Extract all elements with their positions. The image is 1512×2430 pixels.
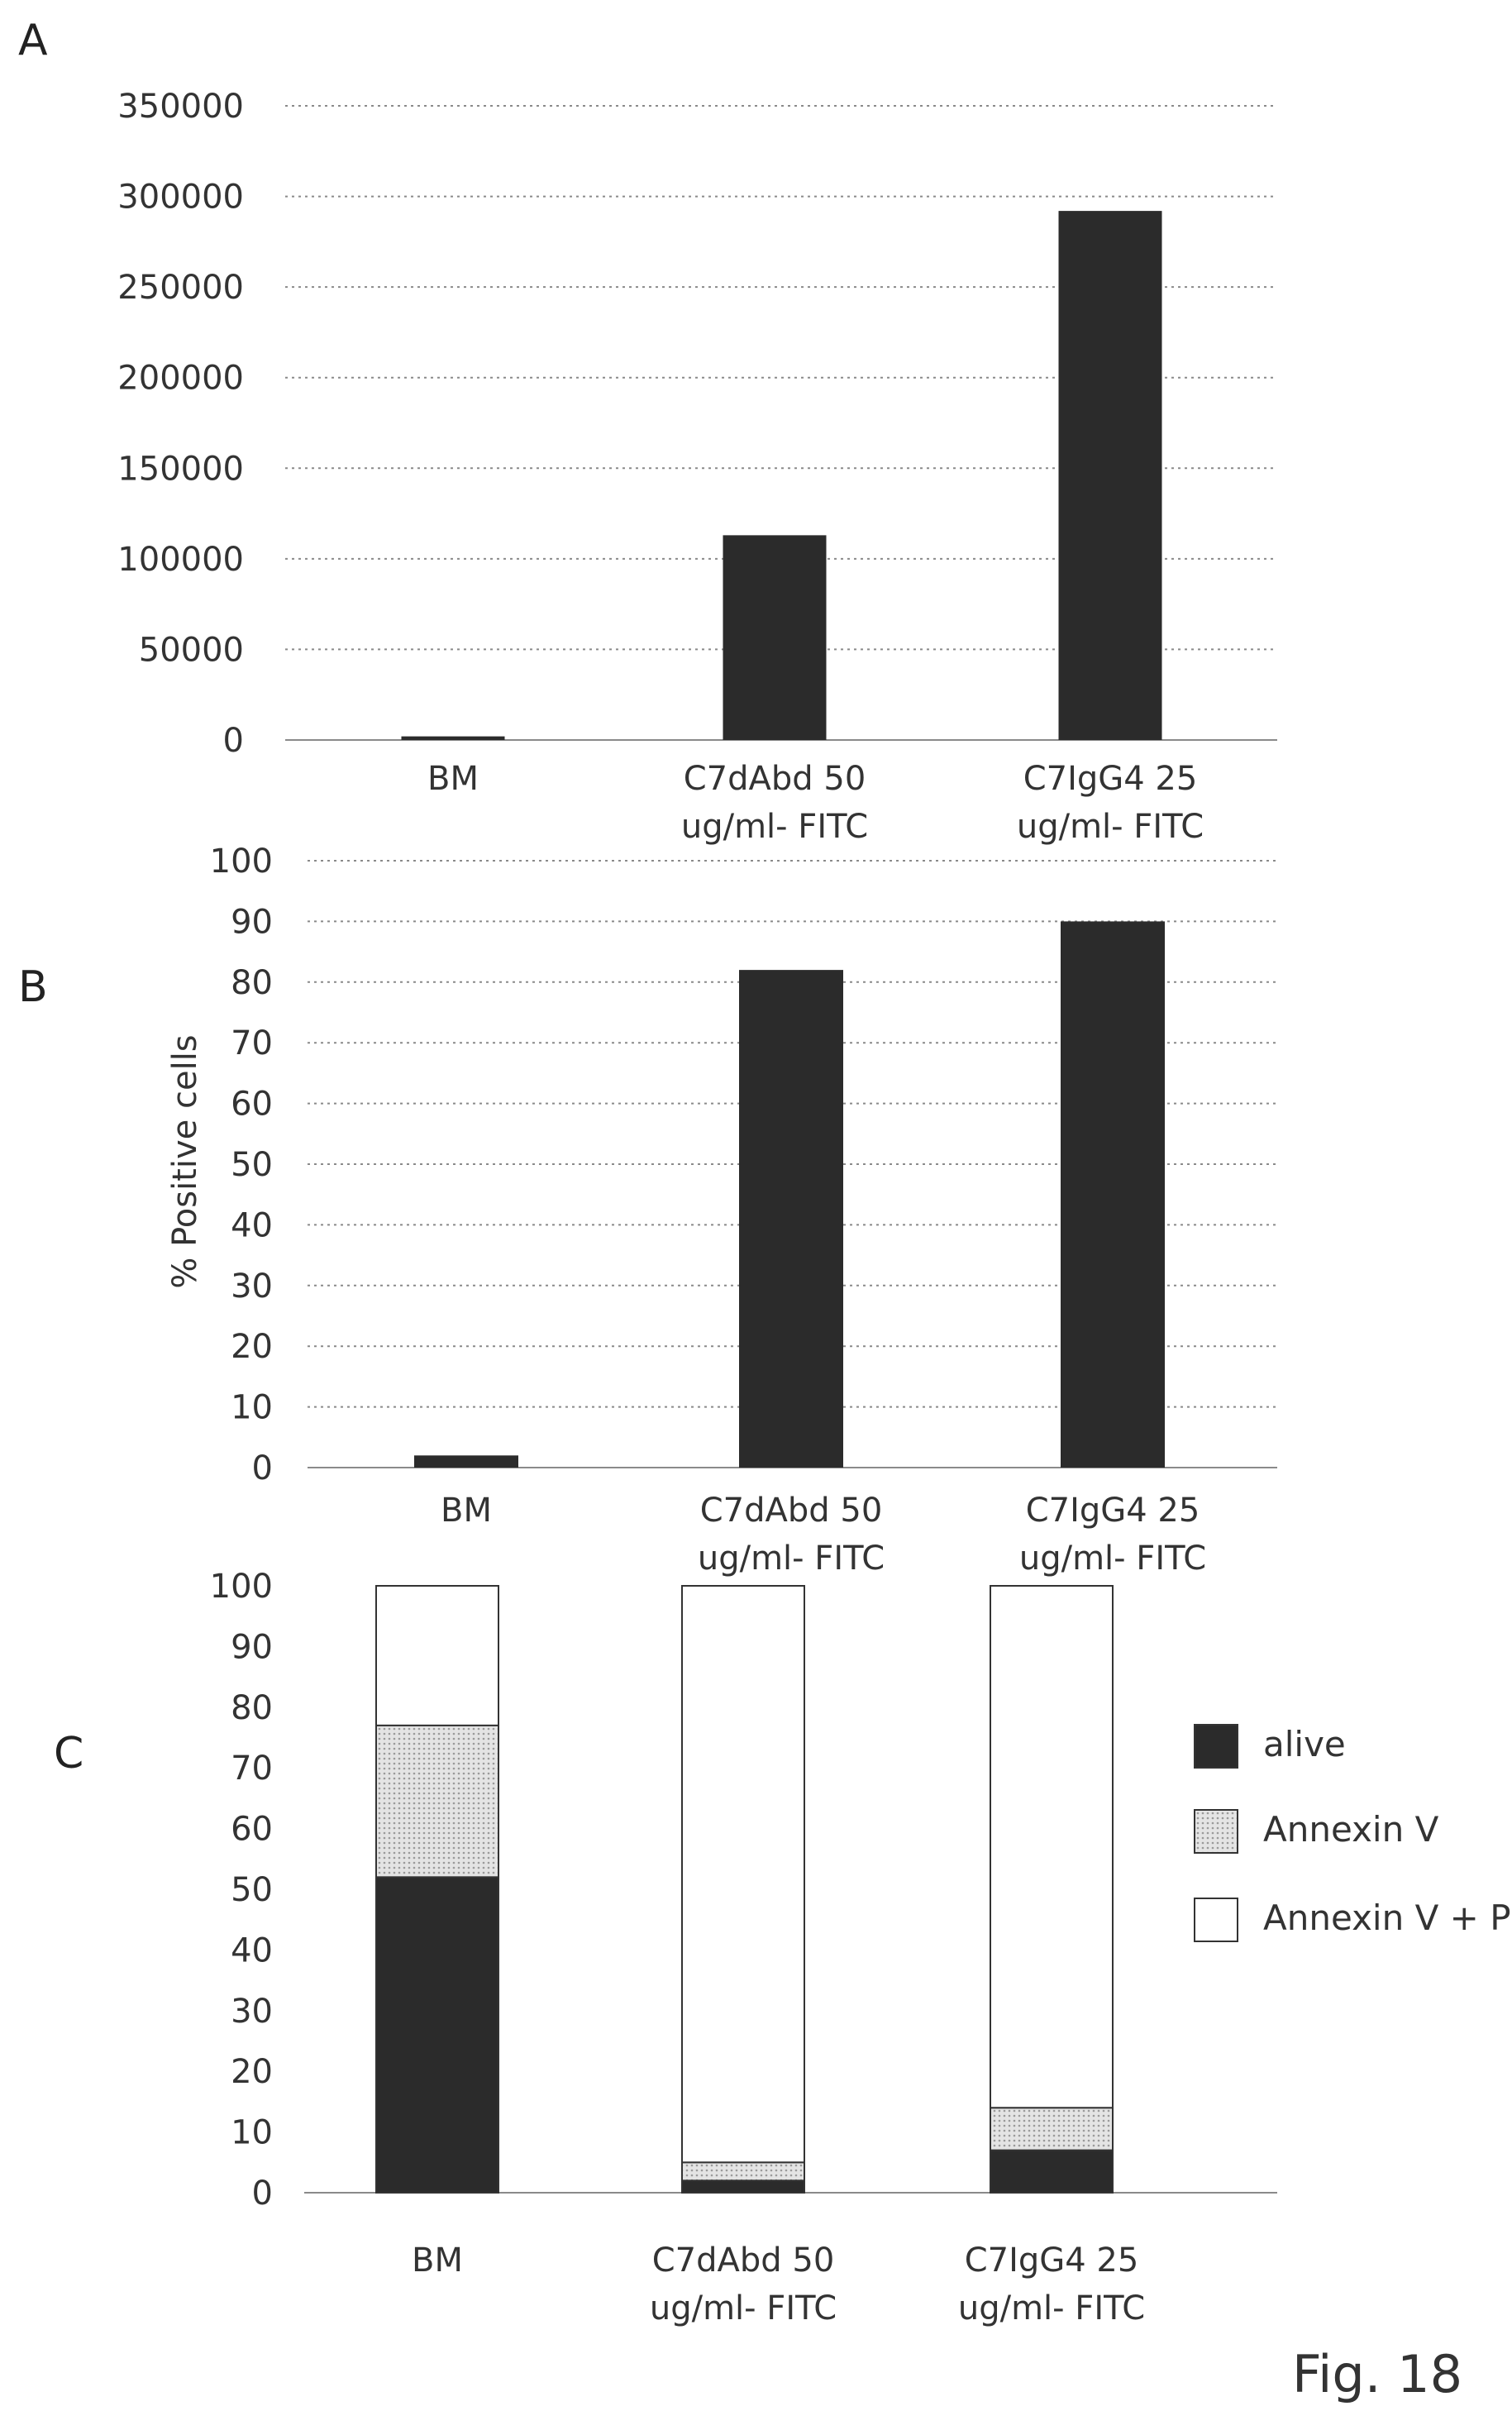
legend-label: Annexin V [1263, 1809, 1439, 1850]
y-tick-label: 90 [231, 903, 273, 941]
bar [1058, 211, 1162, 741]
y-tick-label: 0 [252, 1449, 273, 1487]
y-tick-label: 40 [231, 1931, 273, 1969]
y-axis-label: % Positive cells [166, 1034, 204, 1288]
legend-label: alive [1263, 1724, 1346, 1764]
y-tick-label: 150000 [117, 450, 244, 488]
bar-segment [375, 1876, 499, 2194]
y-tick-label: 40 [231, 1206, 273, 1244]
y-tick-label: 250000 [117, 269, 244, 307]
y-tick-label: 200000 [117, 360, 244, 398]
panel-letter-a: A [18, 16, 48, 65]
y-tick-label: 80 [231, 1689, 273, 1727]
legend-swatch [1194, 1898, 1238, 1942]
bar-segment [681, 2179, 805, 2194]
bar-segment [375, 1585, 499, 1726]
y-tick-label: 10 [231, 2114, 273, 2152]
x-category-label: BM [441, 1492, 492, 1530]
y-tick-label: 50000 [139, 631, 244, 669]
x-category-label: ug/ml- FITC [650, 2289, 837, 2327]
bar-segment [990, 1585, 1114, 2109]
panel-a: A 0 50000 100000 150000 200000 250000 300000 350… [18, 16, 1277, 846]
y-tick-label: 350000 [117, 88, 244, 126]
x-category-label: C7IgG4 25 [965, 2241, 1139, 2280]
y-tick-label: 30 [231, 1268, 273, 1306]
y-tick-label: 300000 [117, 179, 244, 217]
y-tick-label: 60 [231, 1811, 273, 1849]
x-category-label: ug/ml- FITC [698, 1540, 885, 1578]
legend-label: Annexin V + PI [1263, 1898, 1512, 1938]
x-category-label: C7dAbd 50 [652, 2241, 835, 2280]
y-tick-label: 100 [210, 843, 273, 881]
x-category-label: ug/ml- FITC [681, 808, 868, 846]
y-tick-label: 70 [231, 1750, 273, 1788]
panel-c: C 0 10 20 30 40 50 60 70 80 90 100 alive Annexin V Ann… [54, 1568, 1512, 2327]
bar [1061, 921, 1165, 1468]
bar [414, 1455, 518, 1468]
y-tick-label: 100000 [117, 541, 244, 579]
y-tick-label: 30 [231, 1993, 273, 2031]
y-tick-label: 20 [231, 1328, 273, 1366]
figure-label: Fig. 18 [1292, 2344, 1462, 2404]
x-category-label: C7dAbd 50 [700, 1492, 883, 1530]
legend-swatch [1194, 1724, 1238, 1769]
y-tick-label: 0 [223, 722, 244, 760]
x-category-label: C7IgG4 25 [1023, 760, 1198, 798]
bar-segment [375, 1724, 499, 1879]
y-tick-label: 20 [231, 2053, 273, 2091]
y-tick-label: 60 [231, 1086, 273, 1124]
y-tick-label: 50 [231, 1871, 273, 1909]
x-category-label: ug/ml- FITC [1017, 808, 1204, 846]
y-tick-label: 0 [252, 2175, 273, 2213]
x-category-label: BM [412, 2241, 463, 2280]
bar [739, 970, 843, 1468]
bar [401, 736, 505, 740]
x-category-label: BM [427, 760, 479, 798]
panel-letter-c: C [54, 1729, 83, 1778]
x-category-label: C7IgG4 25 [1026, 1492, 1200, 1530]
y-tick-label: 90 [231, 1628, 273, 1666]
bar-segment [681, 1585, 805, 2164]
bar-segment [990, 2149, 1114, 2194]
bar-segment [990, 2107, 1114, 2151]
y-tick-label: 100 [210, 1568, 273, 1606]
x-category-label: ug/ml- FITC [958, 2289, 1145, 2327]
panel-b: B 0 10 20 30 40 50 60 70 80 90 100 % Positive cells B… [18, 843, 1277, 1578]
y-tick-label: 50 [231, 1146, 273, 1184]
bar-segment [681, 2161, 805, 2182]
x-category-label: C7dAbd 50 [684, 760, 866, 798]
x-category-label: ug/ml- FITC [1019, 1540, 1206, 1578]
y-tick-label: 10 [231, 1389, 273, 1427]
legend-swatch [1194, 1809, 1238, 1854]
y-tick-label: 70 [231, 1024, 273, 1062]
y-tick-label: 80 [231, 964, 273, 1002]
bar [723, 535, 827, 740]
panel-letter-b: B [18, 962, 48, 1012]
